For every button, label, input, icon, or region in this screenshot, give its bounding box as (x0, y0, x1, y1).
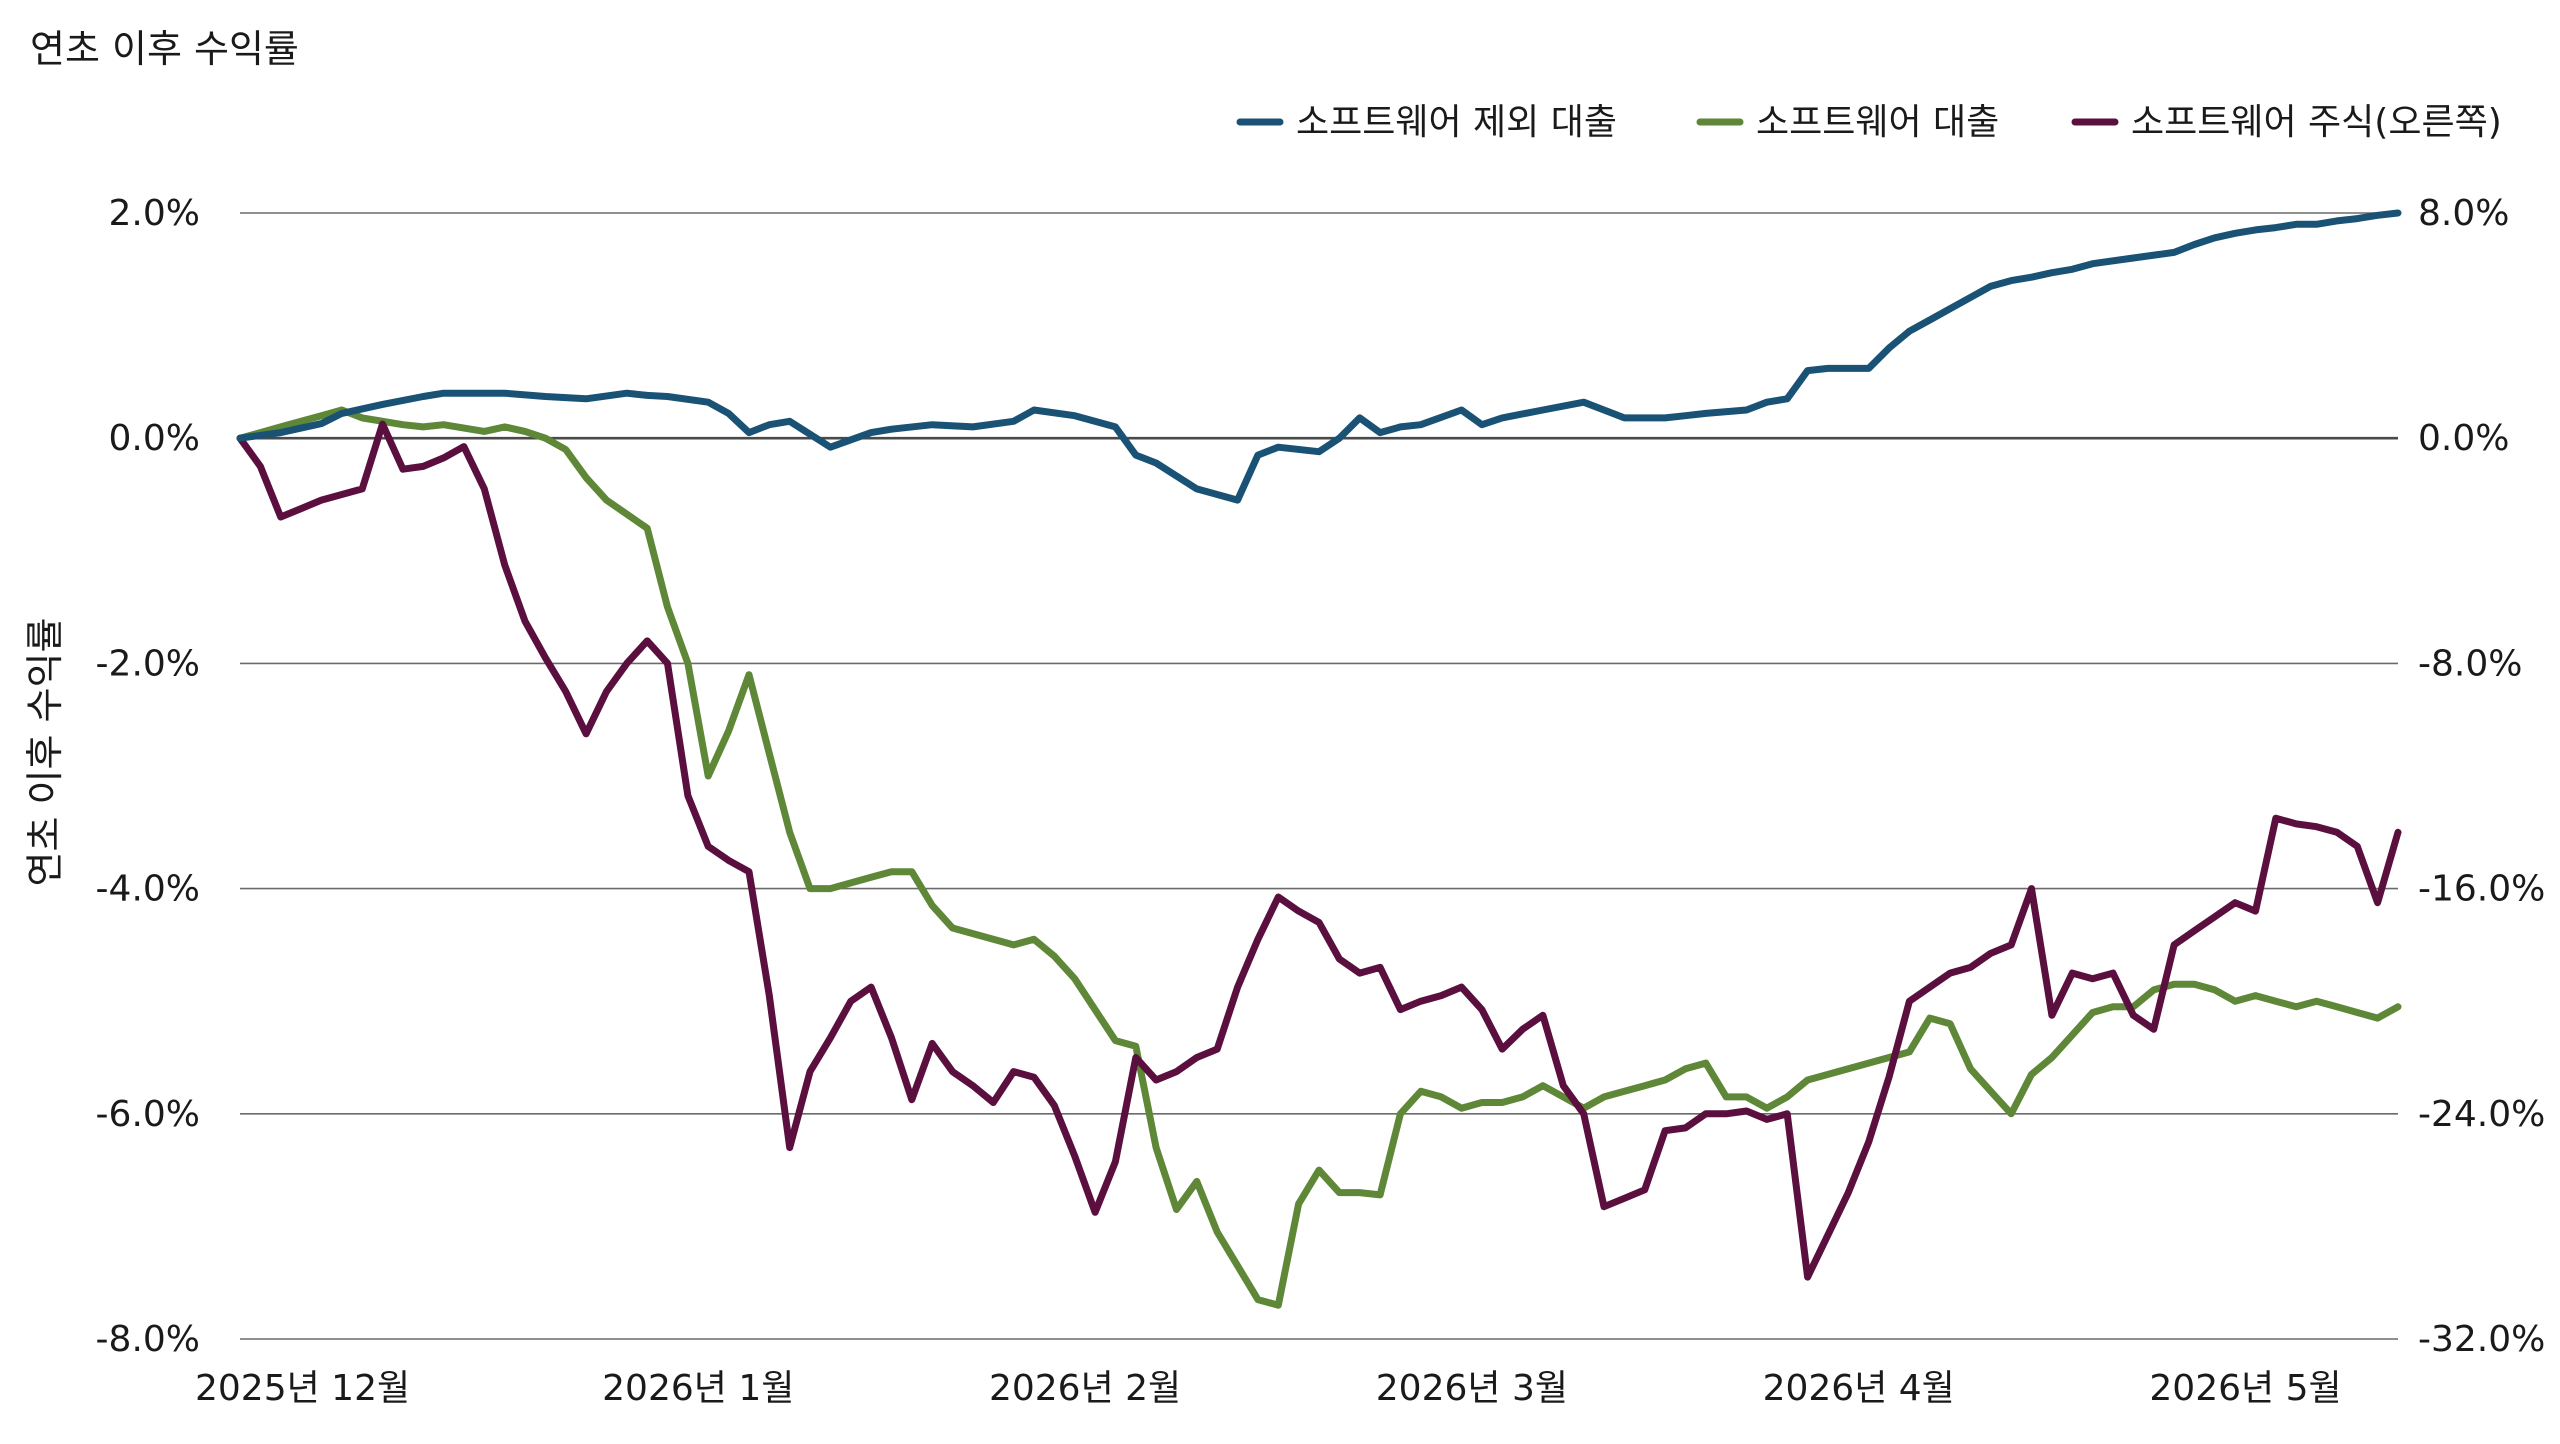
x-tick-label: 2026년 4월 (1763, 1368, 1955, 1409)
legend-label: 소프트웨어 대출 (1756, 102, 1999, 143)
x-tick-label: 2026년 5월 (2149, 1368, 2341, 1409)
x-tick-label: 2026년 1월 (602, 1368, 794, 1409)
left-axis: 2.0% 0.0% -2.0% -4.0% -6.0% -8.0% (96, 193, 200, 1360)
left-tick-label: 0.0% (109, 418, 200, 459)
left-tick-label: -4.0% (96, 869, 200, 910)
x-axis: 2025년 12월 2026년 1월 2026년 2월 2026년 3월 2026년 4… (195, 1368, 2342, 1409)
left-tick-label: -6.0% (96, 1094, 200, 1135)
right-tick-label: -16.0% (2418, 869, 2545, 910)
right-tick-label: -8.0% (2418, 643, 2522, 684)
chart-title: 연초 이후 수익률 (30, 27, 299, 71)
right-tick-label: 8.0% (2418, 193, 2509, 234)
right-tick-label: -24.0% (2418, 1094, 2545, 1135)
left-tick-label: 2.0% (109, 193, 200, 234)
y-axis-label: 연초 이후 수익률 (23, 618, 67, 887)
series-line (236, 209, 2402, 504)
legend: 소프트웨어 제외 대출 소프트웨어 대출 소프트웨어 주식(오른쪽) (1236, 102, 2502, 143)
legend-label: 소프트웨어 제외 대출 (1296, 102, 1617, 143)
x-tick-label: 2026년 2월 (989, 1368, 1181, 1409)
left-tick-label: -2.0% (96, 643, 200, 684)
series-layer (236, 209, 2402, 1309)
legend-label: 소프트웨어 주식(오른쪽) (2131, 102, 2502, 143)
series-line (236, 406, 2402, 1309)
right-tick-label: 0.0% (2418, 418, 2509, 459)
x-tick-label: 2026년 3월 (1376, 1368, 1568, 1409)
right-tick-label: -32.0% (2418, 1319, 2545, 1360)
left-tick-label: -8.0% (96, 1319, 200, 1360)
right-axis: 8.0% 0.0% -8.0% -16.0% -24.0% -32.0% (2418, 193, 2545, 1360)
series-line (236, 420, 2402, 1281)
grid-lines (240, 212, 2398, 1340)
x-tick-label: 2025년 12월 (195, 1368, 410, 1409)
